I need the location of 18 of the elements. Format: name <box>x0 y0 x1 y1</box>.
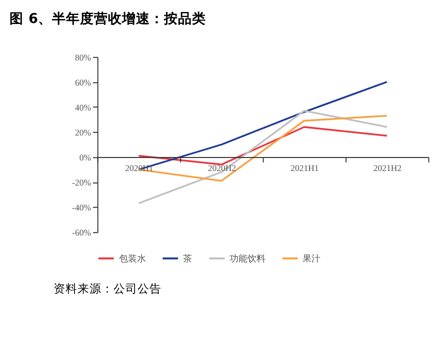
legend-label: 果汁 <box>302 253 321 264</box>
x-tick-label: 2021H1 <box>290 163 319 174</box>
legend-label: 包装水 <box>118 253 146 264</box>
line-series <box>138 126 388 166</box>
y-tick-label: 80% <box>74 52 92 62</box>
y-tick-label: 20% <box>74 127 92 138</box>
text: 资料来源：公司公告 <box>54 281 162 296</box>
x-tick-label: 2021H2 <box>373 163 402 174</box>
y-tick-label: 40% <box>74 102 92 112</box>
x-tick-label: 2020H2 <box>208 163 236 174</box>
y-tick-label: 0% <box>79 152 92 162</box>
y-tick-label: 60% <box>74 77 92 88</box>
chart-title: 图 6、半年度营收增速：按品类 <box>10 10 206 27</box>
legend-label: 功能饮料 <box>230 253 266 264</box>
y-tick-label: -20% <box>72 177 92 188</box>
y-tick-label: -60% <box>72 228 92 238</box>
legend-label: 茶 <box>183 253 192 264</box>
y-tick-label: -40% <box>72 202 92 213</box>
